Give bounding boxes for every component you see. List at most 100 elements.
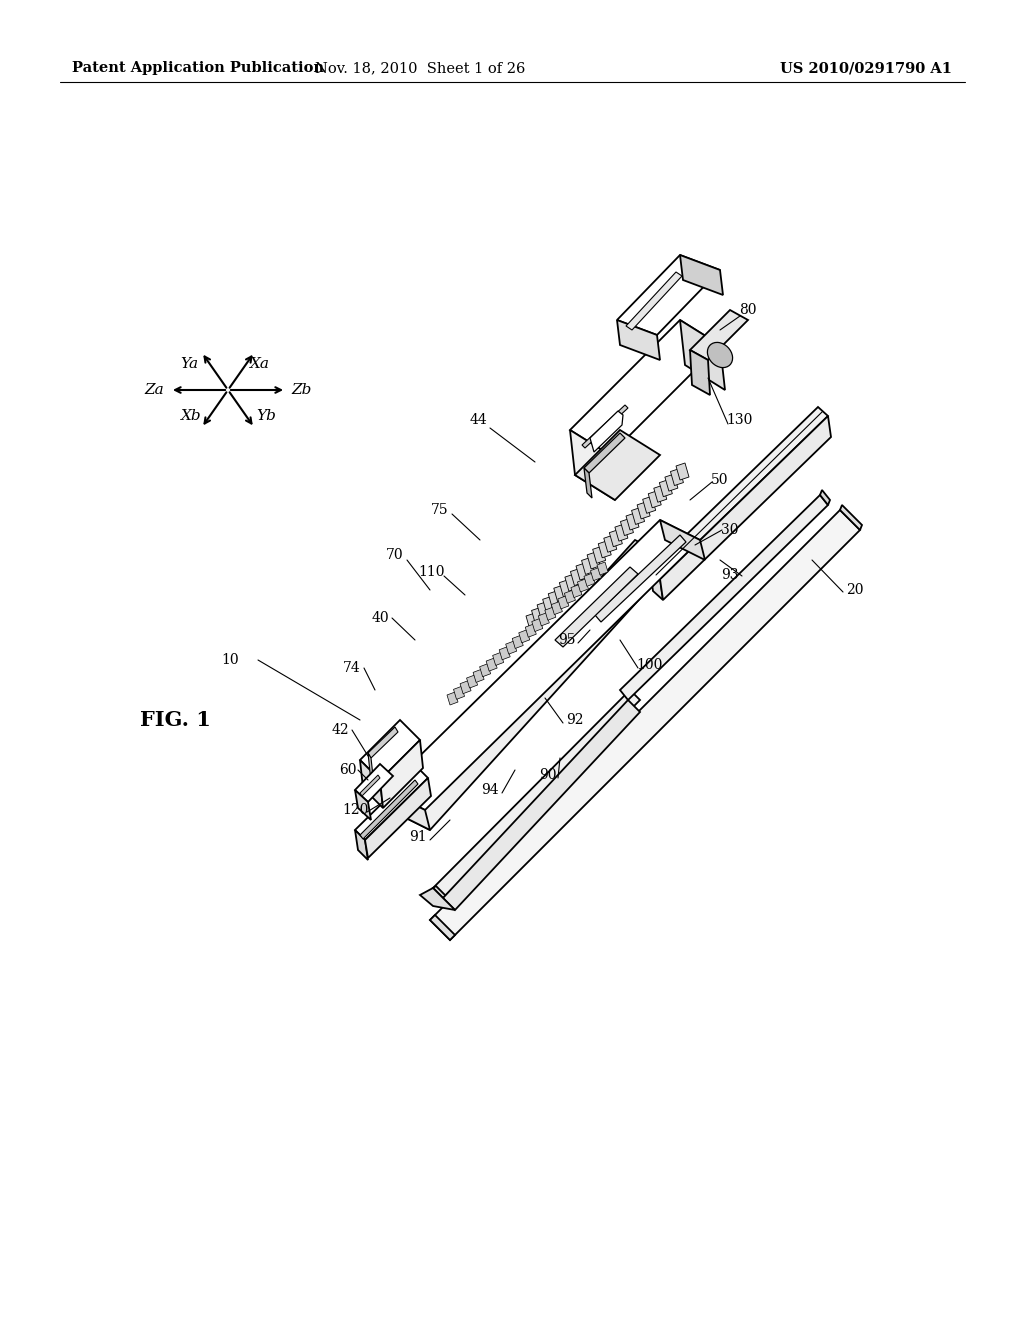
Polygon shape: [473, 669, 484, 682]
Polygon shape: [632, 507, 644, 524]
Text: 93: 93: [721, 568, 738, 582]
Text: 50: 50: [712, 473, 729, 487]
Polygon shape: [582, 557, 595, 574]
Polygon shape: [360, 780, 418, 840]
Polygon shape: [604, 535, 616, 552]
Text: 40: 40: [371, 611, 389, 624]
Text: 110: 110: [419, 565, 445, 579]
Polygon shape: [690, 350, 710, 395]
Polygon shape: [512, 635, 523, 648]
Polygon shape: [355, 830, 368, 861]
Text: 75: 75: [431, 503, 449, 517]
Text: 100: 100: [637, 657, 664, 672]
Polygon shape: [493, 652, 504, 665]
Text: Nov. 18, 2010  Sheet 1 of 26: Nov. 18, 2010 Sheet 1 of 26: [314, 61, 525, 75]
Polygon shape: [653, 486, 667, 502]
Polygon shape: [460, 681, 471, 694]
Polygon shape: [420, 888, 455, 909]
Text: 92: 92: [566, 713, 584, 727]
Polygon shape: [617, 255, 720, 335]
Polygon shape: [643, 496, 655, 513]
Polygon shape: [570, 569, 584, 586]
Text: 95: 95: [558, 634, 575, 647]
Text: 20: 20: [846, 583, 864, 597]
Polygon shape: [659, 479, 673, 496]
Polygon shape: [597, 562, 608, 576]
Polygon shape: [558, 595, 569, 609]
Polygon shape: [637, 502, 650, 519]
Polygon shape: [680, 255, 723, 294]
Text: 44: 44: [469, 413, 486, 426]
Polygon shape: [355, 768, 428, 840]
Polygon shape: [360, 719, 420, 780]
Polygon shape: [578, 579, 589, 591]
Text: Patent Application Publication: Patent Application Publication: [72, 61, 324, 75]
Text: Zb: Zb: [292, 383, 312, 397]
Polygon shape: [526, 612, 539, 630]
Text: Za: Za: [144, 383, 164, 397]
Polygon shape: [671, 469, 683, 486]
Polygon shape: [584, 433, 625, 473]
Polygon shape: [595, 535, 686, 622]
Polygon shape: [443, 700, 640, 909]
Polygon shape: [360, 775, 380, 796]
Polygon shape: [575, 430, 660, 500]
Polygon shape: [617, 319, 660, 360]
Polygon shape: [385, 789, 430, 830]
Polygon shape: [626, 272, 682, 330]
Polygon shape: [564, 590, 575, 603]
Polygon shape: [430, 510, 860, 940]
Polygon shape: [365, 777, 431, 858]
Polygon shape: [531, 619, 543, 631]
Text: 90: 90: [540, 768, 557, 781]
Polygon shape: [525, 624, 537, 638]
Polygon shape: [543, 597, 556, 614]
Text: FIG. 1: FIG. 1: [139, 710, 211, 730]
Polygon shape: [590, 411, 623, 451]
Polygon shape: [609, 529, 623, 546]
Polygon shape: [430, 915, 455, 940]
Polygon shape: [447, 692, 458, 705]
Text: Xb: Xb: [181, 409, 202, 422]
Text: 10: 10: [221, 653, 239, 667]
Polygon shape: [360, 760, 383, 808]
Polygon shape: [454, 686, 465, 700]
Polygon shape: [621, 519, 634, 536]
Polygon shape: [676, 463, 689, 480]
Polygon shape: [587, 552, 600, 569]
Polygon shape: [433, 690, 640, 898]
Polygon shape: [531, 607, 545, 624]
Polygon shape: [648, 491, 662, 508]
Polygon shape: [582, 405, 628, 447]
Polygon shape: [614, 524, 628, 541]
Polygon shape: [355, 764, 393, 803]
Polygon shape: [665, 474, 678, 491]
Polygon shape: [538, 602, 550, 619]
Polygon shape: [820, 490, 830, 506]
Polygon shape: [620, 495, 828, 700]
Text: 30: 30: [721, 523, 738, 537]
Polygon shape: [545, 607, 556, 620]
Text: 130: 130: [727, 413, 754, 426]
Text: Ya: Ya: [180, 358, 199, 371]
Polygon shape: [840, 506, 862, 531]
Polygon shape: [690, 310, 748, 360]
Polygon shape: [593, 546, 605, 564]
Polygon shape: [433, 886, 446, 898]
Text: 42: 42: [331, 723, 349, 737]
Polygon shape: [554, 585, 566, 602]
Polygon shape: [355, 789, 371, 820]
Polygon shape: [495, 645, 586, 733]
Text: Xa: Xa: [251, 358, 270, 371]
Polygon shape: [680, 319, 725, 389]
Text: US 2010/0291790 A1: US 2010/0291790 A1: [780, 61, 952, 75]
Polygon shape: [548, 591, 561, 607]
Text: 91: 91: [410, 830, 427, 843]
Polygon shape: [385, 520, 700, 810]
Polygon shape: [650, 570, 663, 601]
Polygon shape: [368, 752, 374, 785]
Polygon shape: [660, 416, 831, 601]
Text: 70: 70: [386, 548, 403, 562]
Ellipse shape: [708, 342, 732, 367]
Polygon shape: [570, 430, 615, 500]
